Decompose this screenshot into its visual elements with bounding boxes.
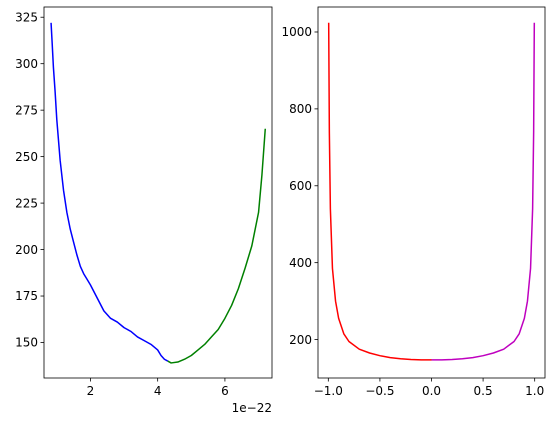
y-tick-label: 250 [15,150,38,164]
y-tick-label: 300 [15,57,38,71]
series-line-1 [50,22,169,362]
x-axis-offset-label: 1e−22 [232,401,272,415]
x-tick-label: −1.0 [314,384,343,398]
series-line-2 [431,22,536,361]
x-tick-label: 2 [87,384,95,398]
right-chart-panel: −1.0 −0.5 0.0 0.5 1.0 200 400 600 800 1000 [281,6,546,398]
x-tick-label: −0.5 [365,384,394,398]
x-tick-label: 0.5 [474,384,493,398]
x-tick-label: 6 [221,384,229,398]
y-tick-label: 150 [15,336,38,350]
y-tick-label: 1000 [281,25,312,39]
y-tick-label: 225 [15,196,38,210]
y-tick-label: 325 [15,10,38,24]
x-tick-label: 1.0 [525,384,544,398]
x-tick-label: 0.0 [422,384,441,398]
y-tick-label: 200 [289,333,312,347]
y-tick-label: 200 [15,243,38,257]
y-tick-label: 175 [15,289,38,303]
left-chart-panel: 2 4 6 150 175 200 225 250 275 300 325 1e−22 [15,6,273,415]
y-tick-label: 800 [289,102,312,116]
y-tick-label: 600 [289,179,312,193]
series-line-1 [327,22,432,361]
plot-frame [317,6,546,379]
y-tick-label: 275 [15,103,38,117]
plot-frame [43,6,273,379]
series-line-2 [167,128,267,364]
x-tick-label: 4 [154,384,162,398]
y-tick-label: 400 [289,256,312,270]
